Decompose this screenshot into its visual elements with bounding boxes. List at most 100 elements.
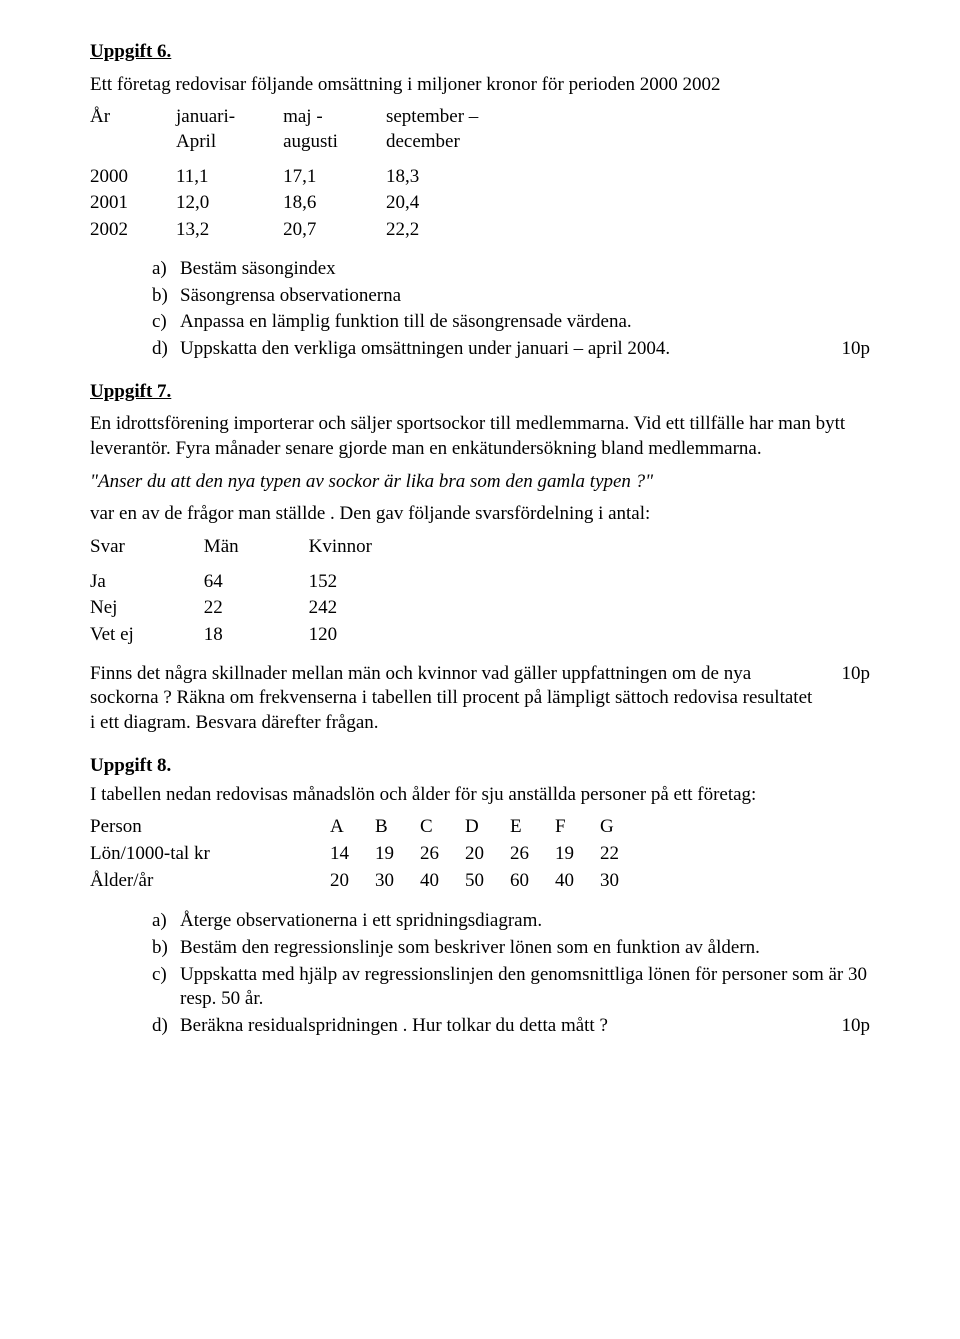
table-cell: 18,6 — [283, 191, 386, 218]
list-text: Bestäm säsongindex — [180, 257, 870, 282]
list-marker: d) — [152, 337, 180, 362]
uppgift-7-p1: En idrottsförening importerar och säljer… — [90, 412, 870, 461]
table-cell: 242 — [309, 596, 372, 623]
list-marker: b) — [152, 936, 180, 961]
item-points: 10p — [842, 337, 871, 362]
table-cell: C — [420, 815, 465, 842]
table-row: 2002 13,2 20,7 22,2 — [90, 218, 478, 245]
table-cell: 19 — [555, 842, 600, 869]
table-cell: 20 — [330, 869, 375, 896]
table-cell: 22,2 — [386, 218, 478, 245]
table-cell: 22 — [600, 842, 645, 869]
table-cell: 18 — [204, 623, 309, 650]
table-cell: Vet ej — [90, 623, 204, 650]
list-text: Säsongrensa observationerna — [180, 284, 870, 309]
list-text: Uppskatta med hjälp av regressionslinjen… — [180, 963, 870, 1012]
list-item: d) Beräkna residualspridningen . Hur tol… — [152, 1014, 870, 1039]
list-marker: a) — [152, 909, 180, 934]
uppgift-8-heading: Uppgift 8. — [90, 754, 870, 779]
table-cell: Kvinnor — [309, 535, 372, 562]
p4-text: Finns det några skillnader mellan män oc… — [90, 662, 842, 736]
page: Uppgift 6. Ett företag redovisar följand… — [0, 0, 960, 1339]
list-text: Uppskatta den verkliga omsättningen unde… — [180, 337, 870, 362]
uppgift-6-heading: Uppgift 6. — [90, 40, 870, 65]
table-cell: 64 — [204, 570, 309, 597]
uppgift-7-p3: var en av de frågor man ställde . Den ga… — [90, 502, 870, 527]
table-cell: januari- April — [176, 105, 283, 156]
table-cell: 14 — [330, 842, 375, 869]
list-item: a) Bestäm säsongindex — [152, 257, 870, 282]
table-row: Vet ej 18 120 — [90, 623, 372, 650]
uppgift-8-list: a) Återge observationerna i ett spridnin… — [90, 909, 870, 1038]
table-cell: D — [465, 815, 510, 842]
table-cell: 40 — [555, 869, 600, 896]
table-row: År januari- April maj - augusti septembe… — [90, 105, 478, 156]
p4-points: 10p — [842, 662, 871, 736]
list-marker: c) — [152, 963, 180, 1012]
cell-text: maj - — [283, 106, 323, 127]
list-item: a) Återge observationerna i ett spridnin… — [152, 909, 870, 934]
table-cell: År — [90, 105, 176, 156]
table-cell: 18,3 — [386, 165, 478, 192]
table-cell: maj - augusti — [283, 105, 386, 156]
table-row: Svar Män Kvinnor — [90, 535, 372, 562]
list-marker: b) — [152, 284, 180, 309]
table-row: Person A B C D E F G — [90, 815, 645, 842]
list-marker: d) — [152, 1014, 180, 1039]
table-cell: 120 — [309, 623, 372, 650]
list-text: Återge observationerna i ett spridningsd… — [180, 909, 870, 934]
table-cell: 17,1 — [283, 165, 386, 192]
uppgift-7-p4: Finns det några skillnader mellan män oc… — [90, 662, 870, 736]
table-cell: 2001 — [90, 191, 176, 218]
table-row: 2001 12,0 18,6 20,4 — [90, 191, 478, 218]
table-row: Ålder/år 20 30 40 50 60 40 30 — [90, 869, 645, 896]
uppgift-7-svar-table: Svar Män Kvinnor Ja 64 152 Nej 22 242 Ve… — [90, 535, 372, 650]
table-cell: Ålder/år — [90, 869, 330, 896]
item-text: Uppskatta den verkliga omsättningen unde… — [180, 337, 842, 362]
uppgift-8-intro: I tabellen nedan redovisas månadslön och… — [90, 783, 870, 808]
item-text: Beräkna residualspridningen . Hur tolkar… — [180, 1014, 842, 1039]
table-cell: B — [375, 815, 420, 842]
table-cell: 20 — [465, 842, 510, 869]
table-cell: 13,2 — [176, 218, 283, 245]
table-cell: september – december — [386, 105, 478, 156]
uppgift-8: Uppgift 8. I tabellen nedan redovisas må… — [90, 754, 870, 1039]
uppgift-6-table: År januari- April maj - augusti septembe… — [90, 105, 478, 244]
table-cell: Person — [90, 815, 330, 842]
table-cell: 2000 — [90, 165, 176, 192]
list-text: Beräkna residualspridningen . Hur tolkar… — [180, 1014, 870, 1039]
cell-text: April — [176, 131, 216, 152]
list-item: c) Anpassa en lämplig funktion till de s… — [152, 310, 870, 335]
item-points: 10p — [842, 1014, 871, 1039]
table-row: Nej 22 242 — [90, 596, 372, 623]
table-cell: 11,1 — [176, 165, 283, 192]
list-marker: c) — [152, 310, 180, 335]
cell-text: augusti — [283, 131, 338, 152]
table-row: 2000 11,1 17,1 18,3 — [90, 165, 478, 192]
cell-text: december — [386, 131, 460, 152]
table-cell: 50 — [465, 869, 510, 896]
table-cell: F — [555, 815, 600, 842]
cell-text: januari- — [176, 106, 235, 127]
quote-text: "Anser du att den nya typen av sockor är… — [90, 471, 653, 492]
uppgift-7: Uppgift 7. En idrottsförening importerar… — [90, 380, 870, 736]
table-cell: 22 — [204, 596, 309, 623]
uppgift-7-p2: "Anser du att den nya typen av sockor är… — [90, 470, 870, 495]
list-item: b) Bestäm den regressionslinje som beskr… — [152, 936, 870, 961]
list-item: b) Säsongrensa observationerna — [152, 284, 870, 309]
table-cell: 19 — [375, 842, 420, 869]
table-cell: E — [510, 815, 555, 842]
table-cell: 60 — [510, 869, 555, 896]
table-cell: 2002 — [90, 218, 176, 245]
table-cell: Män — [204, 535, 309, 562]
table-cell: Ja — [90, 570, 204, 597]
table-cell: Svar — [90, 535, 204, 562]
table-cell: 20,7 — [283, 218, 386, 245]
table-cell: 26 — [510, 842, 555, 869]
table-cell: Lön/1000-tal kr — [90, 842, 330, 869]
table-cell: 30 — [600, 869, 645, 896]
table-cell: 152 — [309, 570, 372, 597]
table-cell: A — [330, 815, 375, 842]
uppgift-8-table: Person A B C D E F G Lön/1000-tal kr 14 … — [90, 815, 645, 895]
uppgift-7-heading: Uppgift 7. — [90, 380, 870, 405]
